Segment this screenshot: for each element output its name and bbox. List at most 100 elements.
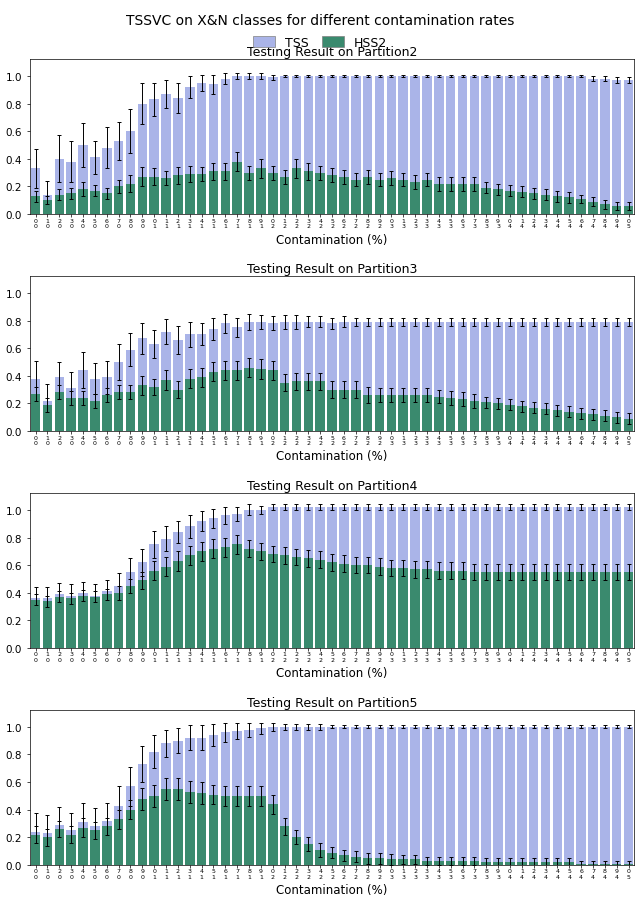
Bar [197,335,206,431]
Bar [303,323,313,431]
Bar [375,858,384,865]
Bar [351,566,360,649]
Bar [351,508,360,649]
Bar [138,799,147,865]
Bar [185,175,195,215]
Bar [150,100,159,215]
Bar [327,852,337,865]
Bar [375,77,384,215]
Bar [31,379,40,431]
Bar [125,393,135,431]
Bar [624,727,633,865]
Bar [387,727,396,865]
Bar [67,194,76,215]
Bar [185,527,195,649]
Bar [541,323,550,431]
Bar [102,396,111,431]
Bar [114,586,124,649]
Bar [375,396,384,431]
Bar [268,324,278,431]
Bar [339,178,349,215]
Bar [303,558,313,649]
Bar [564,412,574,431]
Bar [150,752,159,865]
Bar [446,861,456,865]
Bar [399,568,408,649]
Bar [422,861,431,865]
Bar [541,727,550,865]
Bar [434,861,444,865]
Bar [54,196,64,215]
Bar [232,545,242,649]
Bar [577,323,586,431]
Bar [31,600,40,649]
Bar [316,560,325,649]
Bar [185,335,195,431]
Bar [481,508,491,649]
Bar [316,850,325,865]
Bar [481,402,491,431]
Bar [173,789,182,865]
Bar [256,77,266,215]
Bar [316,77,325,215]
Bar [303,844,313,865]
Bar [481,573,491,649]
Bar [221,79,230,215]
Bar [387,179,396,215]
Bar [577,199,586,215]
Bar [410,570,420,649]
Bar [446,185,456,215]
Bar [303,77,313,215]
Bar [529,862,538,865]
Bar [31,170,40,215]
Bar [78,371,88,431]
Bar [505,862,515,865]
Bar [256,552,266,649]
Bar [232,796,242,865]
Bar [612,81,621,215]
Bar [399,860,408,865]
Bar [102,592,111,649]
Bar [327,391,337,431]
Bar [552,77,562,215]
Bar [280,826,289,865]
Bar [138,178,147,215]
Bar [363,323,372,431]
Bar [161,566,171,649]
Bar [292,382,301,431]
Bar [529,408,538,431]
Bar [256,796,266,865]
Bar [600,508,609,649]
Bar [541,196,550,215]
Bar [493,190,503,215]
Bar [410,183,420,215]
Bar [410,77,420,215]
Bar [422,323,431,431]
Bar [292,77,301,215]
Bar [173,99,182,215]
Bar [161,95,171,215]
Bar [78,823,88,865]
Bar [327,508,337,649]
Bar [185,379,195,431]
Bar [232,732,242,865]
Bar [470,573,479,649]
Bar [529,508,538,649]
Bar [517,323,527,431]
Bar [552,862,562,865]
Bar [150,545,159,649]
Bar [138,563,147,649]
Bar [422,570,431,649]
Bar [351,727,360,865]
Bar [209,795,218,865]
Bar [351,180,360,215]
Bar [422,77,431,215]
Bar [161,539,171,649]
Title: Testing Result on Partition5: Testing Result on Partition5 [247,696,417,709]
Bar [422,180,431,215]
Bar [624,81,633,215]
Bar [387,323,396,431]
Bar [375,323,384,431]
Bar [256,370,266,431]
Bar [624,207,633,215]
